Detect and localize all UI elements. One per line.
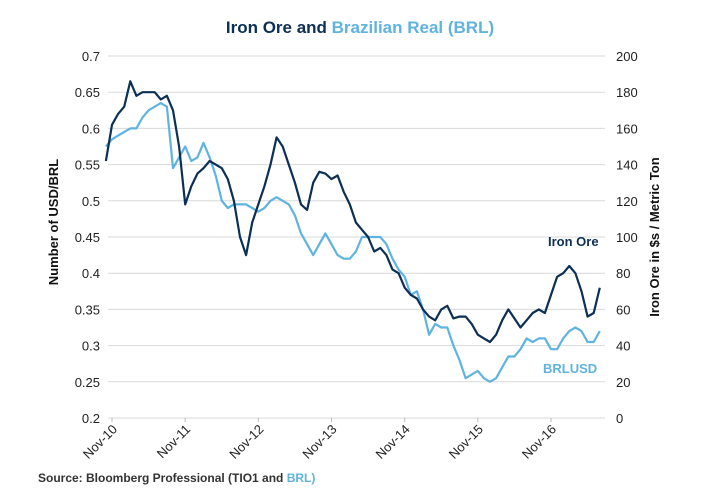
left-y-tick-label: 0.7 xyxy=(82,49,100,64)
chart-title-part-brl: Brazilian Real (BRL) xyxy=(331,18,495,37)
chart-title: Iron Ore and Brazilian Real (BRL) xyxy=(0,18,720,38)
x-axis: Nov-10 Nov-11 Nov-12 Nov-13 Nov-14 Nov-15 Nov-… xyxy=(80,418,559,462)
right-y-tick-label: 40 xyxy=(616,339,630,354)
x-tick-label: Nov-16 xyxy=(519,422,559,462)
left-y-tick-label: 0.4 xyxy=(82,266,100,281)
right-y-tick-label: 100 xyxy=(616,230,638,245)
x-tick-label: Nov-12 xyxy=(226,422,266,462)
right-y-tick-label: 200 xyxy=(616,49,638,64)
chart-title-part-iron-ore: Iron Ore and xyxy=(225,18,332,37)
gridlines xyxy=(108,55,605,419)
right-y-tick-label: 80 xyxy=(616,266,630,281)
right-y-tick-label: 140 xyxy=(616,158,638,173)
x-tick-label: Nov-11 xyxy=(154,422,194,462)
x-tick-label: Nov-10 xyxy=(80,422,120,462)
right-y-tick-label: 20 xyxy=(616,375,630,390)
source-highlight: BRL) xyxy=(286,471,316,485)
left-y-tick-label: 0.65 xyxy=(75,85,100,100)
left-y-tick-label: 0.45 xyxy=(75,230,100,245)
right-y-tick-label: 60 xyxy=(616,302,630,317)
source-note: Source: Bloomberg Professional (TIO1 and… xyxy=(38,471,315,485)
series-lines xyxy=(104,80,601,383)
x-tick-label: Nov-13 xyxy=(299,422,339,462)
left-y-tick-label: 0.25 xyxy=(75,375,100,390)
right-y-tick-label: 180 xyxy=(616,85,638,100)
series-line-brlusd xyxy=(105,101,601,383)
left-y-tick-label: 0.55 xyxy=(75,158,100,173)
right-y-axis-title: Iron Ore in $s / Metric Ton xyxy=(647,157,662,316)
left-y-tick-label: 0.6 xyxy=(82,121,100,136)
left-y-tick-label: 0.5 xyxy=(82,194,100,209)
left-y-tick-label: 0.35 xyxy=(75,302,100,317)
source-text: Source: Bloomberg Professional (TIO1 and xyxy=(38,471,287,485)
x-tick-label: Nov-15 xyxy=(446,422,486,462)
annotation-iron-ore: Iron Ore xyxy=(548,234,599,249)
right-y-tick-label: 120 xyxy=(616,194,638,209)
left-y-tick-label: 0.3 xyxy=(82,339,100,354)
annotation-brlusd: BRLUSD xyxy=(543,361,597,376)
left-y-tick-label: 0.2 xyxy=(82,411,100,426)
right-y-tick-label: 0 xyxy=(616,411,623,426)
x-tick-label: Nov-14 xyxy=(373,422,413,462)
right-y-tick-label: 160 xyxy=(616,121,638,136)
left-y-axis-ticks: 0.7 0.65 0.6 0.55 0.5 0.45 0.4 0.35 0.3 0.25 0.2 xyxy=(75,49,100,426)
left-y-axis-title: Number of USD/BRL xyxy=(46,159,61,285)
series-line-iron-ore xyxy=(104,80,601,344)
